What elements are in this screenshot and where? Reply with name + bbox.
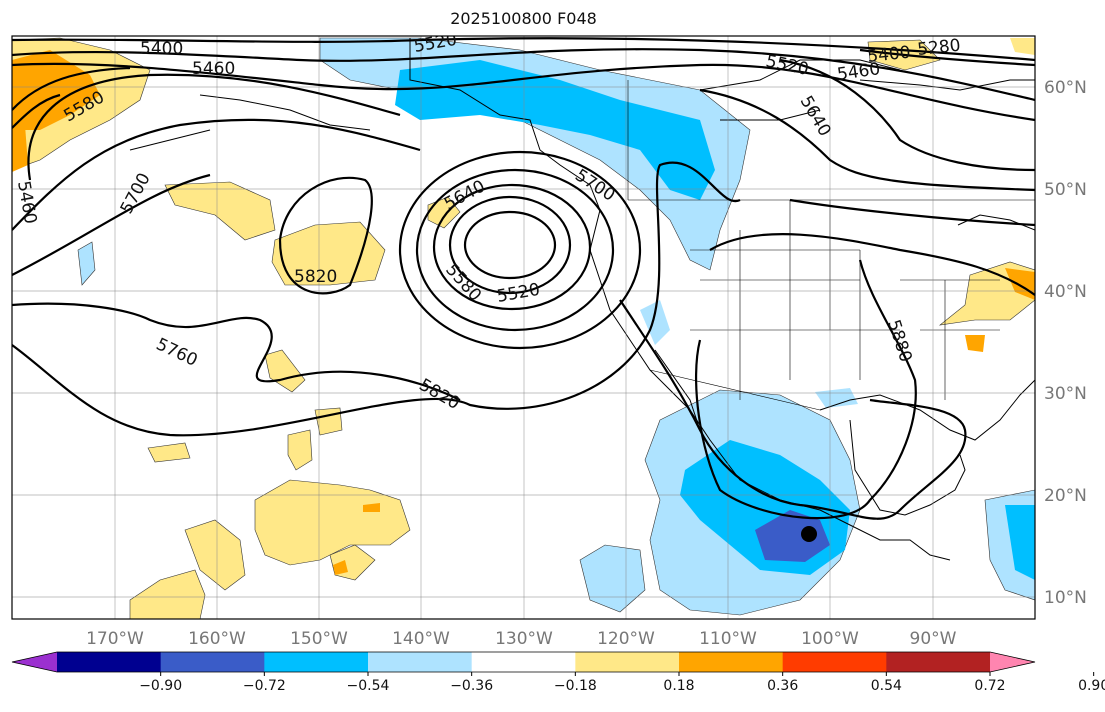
colorbar-bin: [368, 652, 473, 672]
contour-label: 5400: [866, 43, 911, 67]
lon-label: 90°W: [910, 629, 957, 649]
colorbar-bin: [575, 652, 680, 672]
lon-label: 170°W: [86, 629, 144, 649]
lon-label: 100°W: [801, 629, 859, 649]
colorbar-extend-low: [12, 652, 57, 672]
lon-label: 160°W: [188, 629, 246, 649]
lon-label: 130°W: [495, 629, 553, 649]
lat-label: 20°N: [1044, 486, 1087, 506]
lat-label: 10°N: [1044, 588, 1087, 608]
lat-label: 30°N: [1044, 384, 1087, 404]
lat-label: 40°N: [1044, 282, 1087, 302]
colorbar-bin: [264, 652, 369, 672]
colorbar-tick-label: −0.18: [554, 678, 597, 694]
colorbar-tick-label: −0.72: [243, 678, 286, 694]
lon-label: 110°W: [699, 629, 757, 649]
colorbar-outline: [11, 651, 1036, 673]
colorbar-bin: [160, 652, 265, 672]
contour-label: 5400: [140, 39, 183, 59]
map-title: 2025100800 F048: [450, 9, 597, 28]
colorbar-tick-label: −0.90: [139, 678, 182, 694]
colorbar-bin: [679, 652, 784, 672]
colorbar-bin: [57, 652, 162, 672]
coastlines: [129, 38, 1035, 561]
lat-label: 50°N: [1044, 180, 1087, 200]
colorbar-bin: [782, 652, 887, 672]
latitude-labels: 60°N 50°N 40°N 30°N 20°N 10°N: [1044, 78, 1087, 608]
colorbar-tick-label: 0.90: [1078, 678, 1105, 694]
lat-label: 60°N: [1044, 78, 1087, 98]
lon-label: 120°W: [597, 629, 655, 649]
height-contours: [12, 37, 1035, 520]
contour-label: 5820: [294, 267, 337, 287]
lon-label: 140°W: [392, 629, 450, 649]
negative-anomaly-shading: [77, 37, 1035, 616]
colorbar-tick-label: 0.36: [767, 678, 798, 694]
colorbar-tick-label: 0.72: [974, 678, 1005, 694]
colorbar-extend-high: [990, 652, 1035, 672]
colorbar-bin: [886, 652, 991, 672]
contour-label: 5460: [192, 59, 235, 79]
colorbar: −0.90 −0.72 −0.54 −0.36 −0.18 0.18 0.36 0.54 0.7…: [11, 651, 1105, 694]
lon-label: 150°W: [290, 629, 348, 649]
storm-center-dot: [801, 526, 817, 542]
colorbar-tick-label: 0.54: [871, 678, 902, 694]
plot-area: [12, 36, 1035, 619]
colorbar-tick-label: 0.18: [663, 678, 694, 694]
colorbar-tick-label: −0.54: [347, 678, 390, 694]
colorbar-bin: [471, 652, 576, 672]
gridlines: [12, 36, 1035, 619]
longitude-labels: 170°W 160°W 150°W 140°W 130°W 120°W 110°…: [86, 629, 957, 649]
colorbar-tick-label: −0.36: [450, 678, 493, 694]
plot-frame: [11, 35, 1036, 620]
contour-label: 5280: [916, 36, 961, 60]
